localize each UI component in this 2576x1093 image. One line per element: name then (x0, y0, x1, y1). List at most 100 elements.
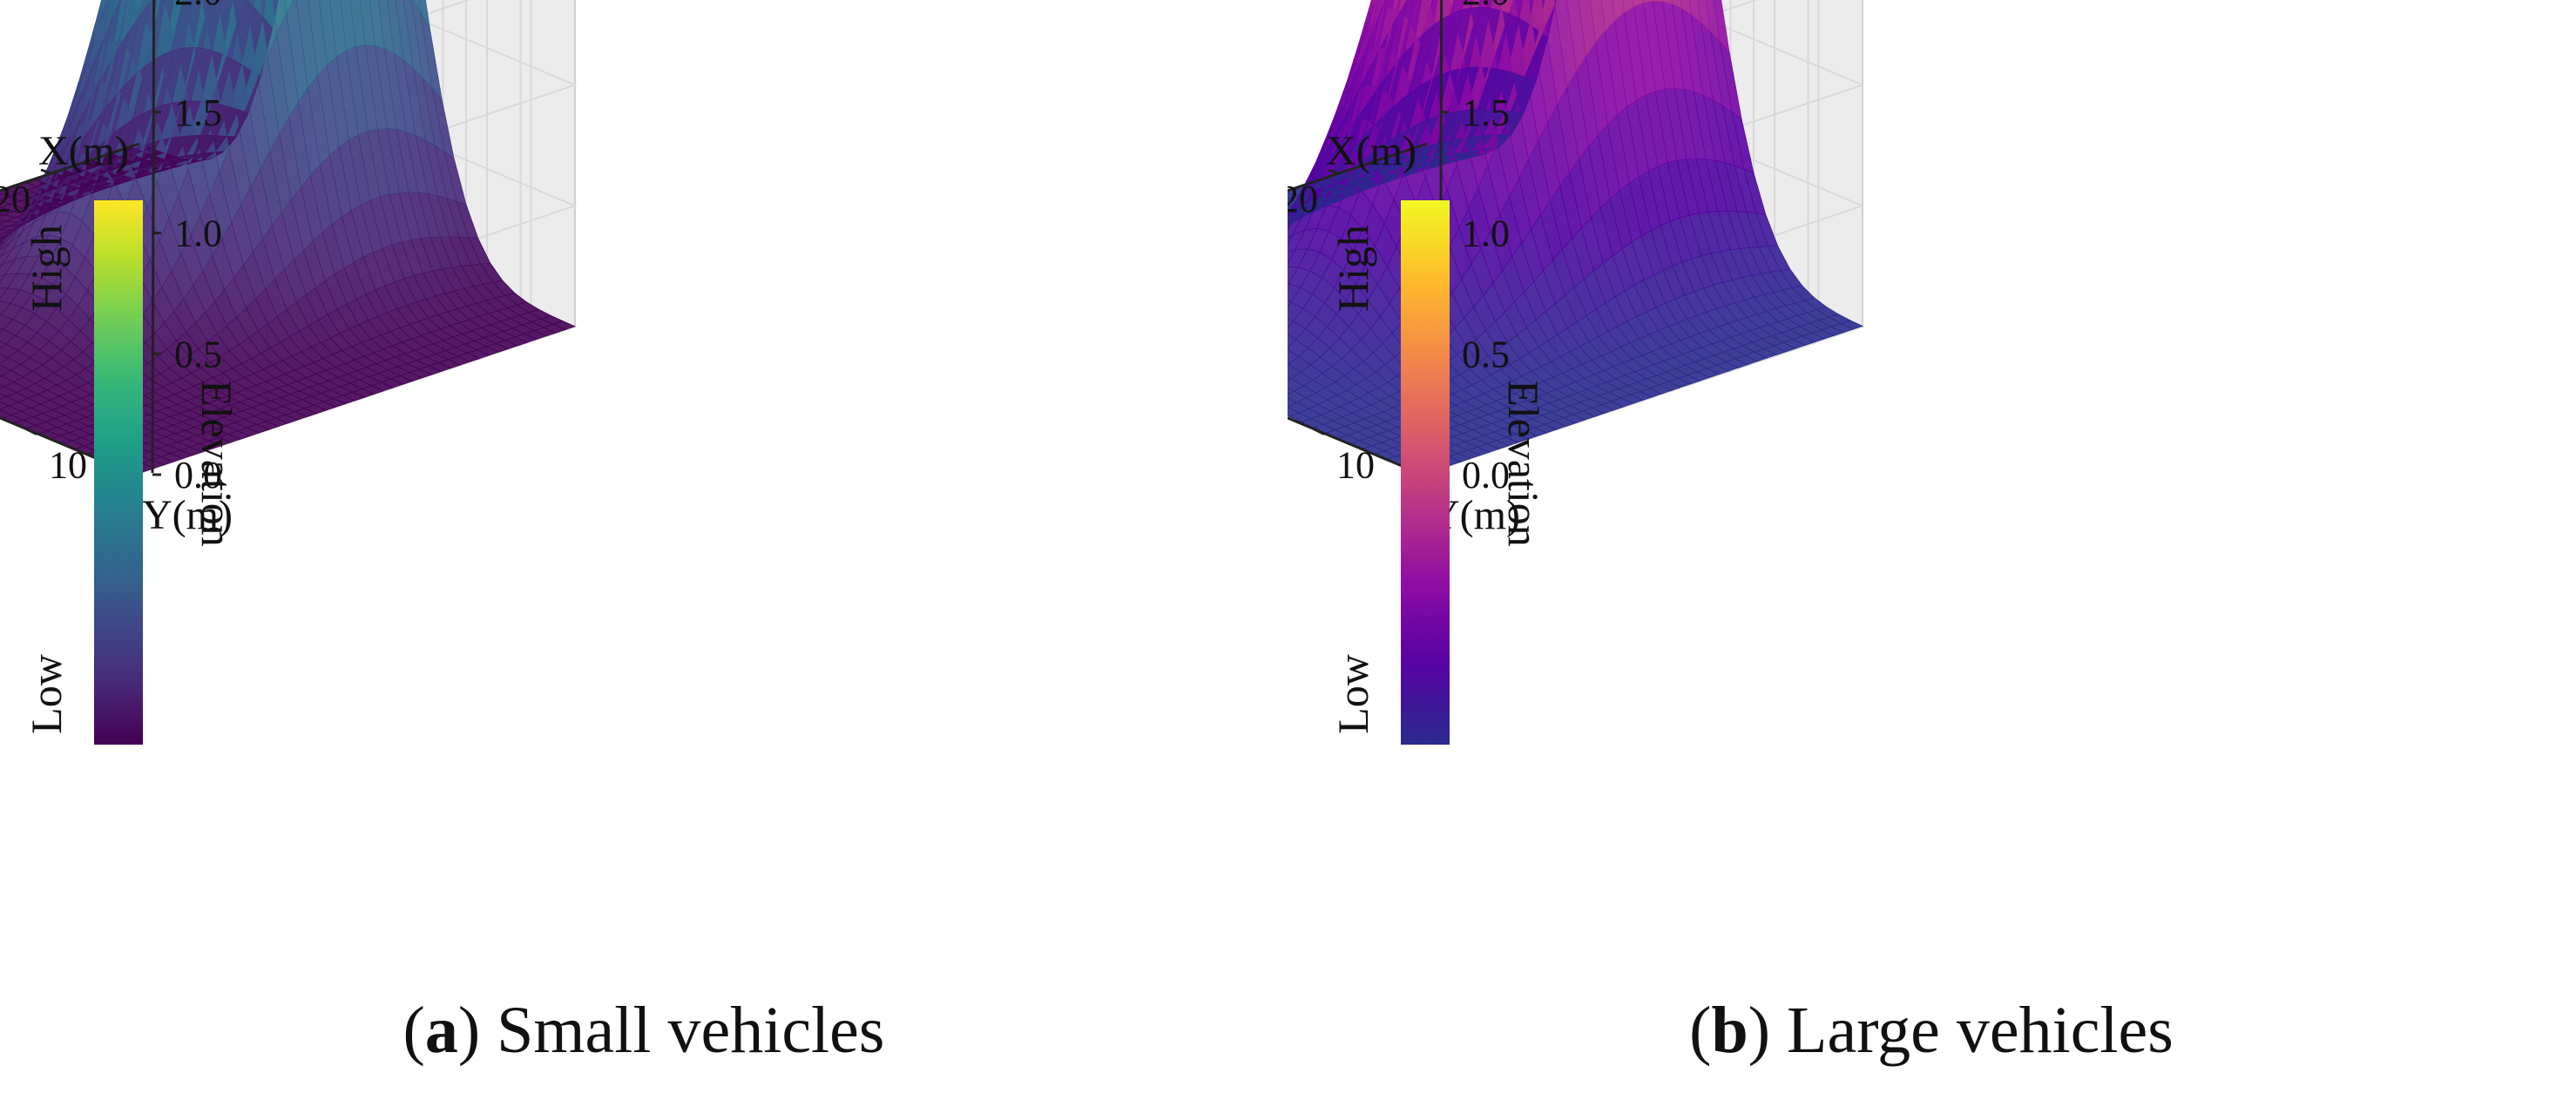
b-colorbar-low-label: Low (1329, 654, 1377, 734)
a-surface-cell (0, 220, 19, 227)
a-surface-cell (0, 314, 2, 317)
a-z-tick-label: 0.0 (174, 454, 222, 496)
a-surface-cell (0, 242, 10, 258)
caption-b-text: Large vehicles (1787, 994, 2174, 1067)
a-surface-cell (0, 219, 8, 225)
a-surface-cell (0, 386, 17, 397)
caption-a: (a) Small vehicles (402, 994, 885, 1067)
chart-panel-b: 0.00.51.01.52.02.53.03.5Z(m)20406080X(m)… (1288, 0, 2575, 1093)
b-z-tick-label: 0.5 (1462, 333, 1510, 375)
a-surface-cell (0, 225, 10, 231)
b-surface-cell (1288, 300, 1292, 307)
a-y-axis-label: Y(m) (142, 492, 233, 538)
a-surface-cell (0, 259, 16, 277)
b-surface-cell (1642, 0, 1653, 3)
a-surface-cell (0, 401, 10, 410)
a-surface-cell (0, 192, 10, 200)
b-surface-cell (1288, 224, 1289, 226)
b-surface-cell (1288, 387, 1295, 395)
caption-a-text: Small vehicles (497, 994, 885, 1067)
b-surface-cell (1661, 0, 1673, 5)
a-surface-cell (0, 213, 5, 217)
b-surface-cell (1652, 0, 1663, 3)
b-surface-cell (1288, 397, 1298, 408)
b-surface-cell (1449, 0, 1454, 8)
a-x-axis-line (0, 142, 140, 192)
b-z-tick-label: 2.0 (1462, 0, 1510, 13)
a-surface-cell (0, 409, 13, 419)
a-surface-cell (0, 374, 3, 377)
a-surface-cell (0, 263, 4, 269)
a-surface-cell (378, 0, 395, 55)
a-surface-cell (0, 206, 3, 209)
b-y-tick-mark (1313, 428, 1325, 435)
b-surface-cell (1288, 248, 1296, 265)
a-surface-cell (0, 229, 11, 235)
b-surface-cell (1622, 0, 1634, 14)
chart-panel-a: 0.00.51.01.52.02.53.03.5Z(m)20406080X(m)… (0, 0, 885, 1067)
b-surface-cell (1680, 0, 1692, 16)
b-surface-cell (1288, 339, 1309, 358)
a-surface-cell (0, 287, 9, 300)
caption-a-letter: a (424, 994, 458, 1067)
b-z-tick-label: 0.0 (1462, 454, 1510, 496)
chart-a-svg: 0.00.51.01.52.02.53.03.5Z(m)20406080X(m)… (0, 0, 578, 745)
a-surface-cell (0, 353, 10, 364)
a-x-tick-mark (40, 168, 52, 175)
a-surface-cell (0, 273, 18, 289)
b-surface-cell (1565, 0, 1586, 73)
a-surface-cell (387, 0, 404, 61)
b-surface-cell (1288, 317, 1295, 329)
b-colorbar-high-label: High (1329, 225, 1377, 312)
a-surface-cell (0, 226, 20, 252)
a-z-axis: 0.00.51.01.52.02.53.03.5Z(m) (151, 0, 222, 496)
b-surface-cell (1288, 219, 1297, 224)
b-surface-cell (1528, 0, 1546, 51)
a-surface-cell (295, 0, 318, 90)
b-surface-cell (1288, 199, 1300, 207)
a-x-axis: 20406080X(m) (0, 128, 140, 220)
a-z-tick-label: 0.5 (174, 333, 222, 375)
b-surface-cell (1705, 0, 1721, 44)
b-surface-cell (1713, 0, 1730, 54)
chart-b-svg: 0.00.51.01.52.02.53.03.5Z(m)20406080X(m)… (1288, 0, 1865, 745)
a-surface-cell (0, 248, 13, 267)
a-surface-cell (0, 233, 2, 236)
a-x-axis-label: X(m) (38, 128, 129, 174)
a-surface-cell (0, 240, 3, 244)
a-z-tick-label: 1.0 (174, 213, 222, 255)
a-surface-cell (368, 0, 385, 50)
b-surface-cell (1288, 334, 1297, 348)
a-surface-cell (0, 300, 11, 316)
a-surface-cell (0, 395, 20, 407)
a-surface-cell (0, 375, 15, 388)
b-x-tick-label: 20 (1288, 178, 1318, 220)
b-surface-cell (1600, 0, 1615, 32)
b-z-tick-label: 1.5 (1462, 91, 1510, 134)
a-y-tick-label: 10 (49, 444, 87, 487)
b-x-axis-label: X(m) (1326, 128, 1416, 174)
a-z-axis-line (151, 0, 156, 474)
a-colorbar: High Low Elevation (22, 200, 241, 745)
b-surface-cell (1288, 217, 1295, 225)
b-x-axis: 20406080X(m) (1288, 128, 1428, 220)
b-surface-cell (1288, 211, 1293, 214)
a-surface-cell (413, 0, 421, 12)
b-surface-cell (1288, 225, 1291, 231)
b-surface-cell (1288, 378, 1305, 392)
b-surface-cell (1688, 0, 1701, 24)
b-x-tick-mark (1328, 168, 1340, 175)
a-surface-cell (0, 199, 12, 208)
a-y-axis: 100−10Y(m) (0, 416, 233, 538)
a-surface-cell (0, 364, 12, 376)
a-surface-cell (0, 239, 8, 250)
a-surface-cell (0, 393, 8, 400)
b-colorbar: High Low Elevation (1329, 200, 1548, 745)
b-surface-cell (1288, 407, 1301, 417)
a-x-tick-label: 20 (0, 178, 30, 220)
caption-b-letter: b (1711, 994, 1748, 1067)
a-surface-cell (418, 0, 430, 29)
a-surface-cell (0, 384, 5, 389)
b-colorbar-bar (1401, 200, 1450, 745)
b-surface-cell (1633, 0, 1644, 8)
